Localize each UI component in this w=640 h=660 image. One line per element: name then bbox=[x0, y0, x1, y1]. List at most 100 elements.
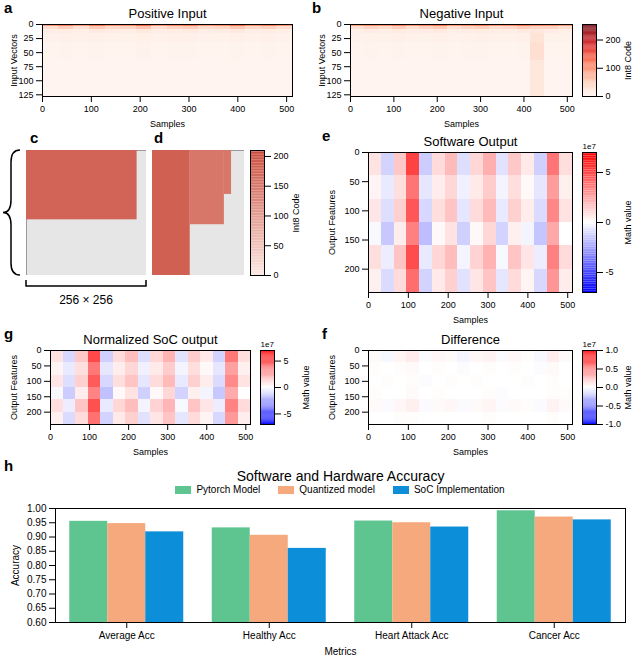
svg-text:0.75: 0.75 bbox=[27, 574, 47, 585]
svg-text:-1.0: -1.0 bbox=[606, 419, 622, 429]
svg-text:75: 75 bbox=[331, 62, 341, 72]
svg-text:50: 50 bbox=[349, 177, 359, 187]
svg-text:256 × 256: 256 × 256 bbox=[59, 293, 113, 307]
svg-text:Healthy Acc: Healthy Acc bbox=[243, 630, 296, 641]
svg-text:400: 400 bbox=[516, 104, 531, 114]
svg-text:25: 25 bbox=[23, 33, 33, 43]
svg-text:100: 100 bbox=[401, 300, 416, 310]
svg-text:1.00: 1.00 bbox=[27, 503, 47, 514]
svg-text:300: 300 bbox=[481, 300, 496, 310]
svg-text:50: 50 bbox=[331, 48, 341, 58]
svg-text:300: 300 bbox=[473, 104, 488, 114]
svg-text:0: 0 bbox=[48, 432, 53, 442]
svg-text:Math value: Math value bbox=[623, 365, 633, 409]
svg-text:Heart Attack Acc: Heart Attack Acc bbox=[375, 630, 448, 641]
svg-text:-0.5: -0.5 bbox=[606, 401, 622, 411]
svg-text:Output Features: Output Features bbox=[9, 354, 19, 420]
svg-text:150: 150 bbox=[344, 392, 359, 402]
svg-text:300: 300 bbox=[181, 104, 196, 114]
svg-text:200: 200 bbox=[441, 432, 456, 442]
svg-text:200: 200 bbox=[121, 432, 136, 442]
svg-text:0: 0 bbox=[606, 217, 611, 227]
svg-text:500: 500 bbox=[238, 432, 253, 442]
svg-text:Input Vectors: Input Vectors bbox=[317, 34, 327, 87]
svg-text:100: 100 bbox=[344, 206, 359, 216]
svg-text:400: 400 bbox=[199, 432, 214, 442]
svg-text:Samples: Samples bbox=[453, 447, 489, 457]
svg-text:0.70: 0.70 bbox=[27, 588, 47, 599]
svg-text:0.80: 0.80 bbox=[27, 560, 47, 571]
svg-text:500: 500 bbox=[279, 104, 294, 114]
svg-text:0.0: 0.0 bbox=[606, 382, 619, 392]
svg-text:200: 200 bbox=[344, 407, 359, 417]
svg-text:100: 100 bbox=[386, 104, 401, 114]
svg-text:Int8 Code: Int8 Code bbox=[623, 41, 633, 80]
svg-text:0: 0 bbox=[354, 345, 359, 355]
svg-text:0: 0 bbox=[354, 147, 359, 157]
svg-text:100: 100 bbox=[18, 76, 33, 86]
svg-text:Negative Input: Negative Input bbox=[420, 6, 504, 21]
svg-text:1.0: 1.0 bbox=[606, 345, 619, 355]
svg-text:150: 150 bbox=[274, 181, 289, 191]
svg-text:5: 5 bbox=[606, 167, 611, 177]
svg-text:0: 0 bbox=[348, 104, 353, 114]
svg-text:150: 150 bbox=[344, 235, 359, 245]
svg-text:200: 200 bbox=[26, 407, 41, 417]
svg-text:500: 500 bbox=[560, 104, 575, 114]
svg-text:125: 125 bbox=[18, 90, 33, 100]
svg-text:400: 400 bbox=[520, 432, 535, 442]
svg-text:0.95: 0.95 bbox=[27, 517, 47, 528]
svg-text:Cancer Acc: Cancer Acc bbox=[529, 630, 580, 641]
svg-text:400: 400 bbox=[230, 104, 245, 114]
svg-text:Metrics: Metrics bbox=[324, 646, 356, 657]
svg-text:Difference: Difference bbox=[441, 332, 500, 347]
svg-text:50: 50 bbox=[23, 48, 33, 58]
svg-text:0: 0 bbox=[36, 345, 41, 355]
svg-text:5: 5 bbox=[284, 356, 289, 366]
svg-text:100: 100 bbox=[82, 432, 97, 442]
svg-text:-5: -5 bbox=[606, 267, 614, 277]
svg-text:100: 100 bbox=[606, 63, 621, 73]
svg-text:200: 200 bbox=[606, 35, 621, 45]
svg-text:200: 200 bbox=[133, 104, 148, 114]
svg-text:Output Features: Output Features bbox=[327, 189, 337, 255]
svg-text:100: 100 bbox=[401, 432, 416, 442]
svg-text:Samples: Samples bbox=[133, 447, 169, 457]
svg-text:0.85: 0.85 bbox=[27, 545, 47, 556]
svg-text:200: 200 bbox=[430, 104, 445, 114]
svg-text:Input Vectors: Input Vectors bbox=[9, 34, 19, 87]
svg-text:0: 0 bbox=[40, 104, 45, 114]
svg-text:-5: -5 bbox=[284, 409, 292, 419]
svg-text:0: 0 bbox=[366, 300, 371, 310]
svg-text:Positive Input: Positive Input bbox=[128, 6, 206, 21]
svg-text:0.65: 0.65 bbox=[27, 602, 47, 613]
svg-text:50: 50 bbox=[274, 241, 284, 251]
svg-text:0: 0 bbox=[28, 19, 33, 29]
svg-text:Samples: Samples bbox=[444, 119, 480, 129]
svg-text:25: 25 bbox=[331, 33, 341, 43]
svg-text:500: 500 bbox=[560, 432, 575, 442]
svg-text:0: 0 bbox=[336, 19, 341, 29]
svg-text:Accuracy: Accuracy bbox=[10, 545, 21, 586]
svg-text:400: 400 bbox=[520, 300, 535, 310]
svg-text:50: 50 bbox=[31, 361, 41, 371]
svg-text:300: 300 bbox=[160, 432, 175, 442]
svg-text:Software and Hardware Accuracy: Software and Hardware Accuracy bbox=[237, 468, 445, 484]
svg-text:50: 50 bbox=[349, 361, 359, 371]
svg-text:100: 100 bbox=[344, 376, 359, 386]
svg-text:100: 100 bbox=[326, 76, 341, 86]
svg-text:150: 150 bbox=[26, 392, 41, 402]
svg-text:Math value: Math value bbox=[623, 200, 633, 244]
svg-text:125: 125 bbox=[326, 90, 341, 100]
svg-text:0.90: 0.90 bbox=[27, 531, 47, 542]
svg-text:0: 0 bbox=[606, 91, 611, 101]
svg-text:Samples: Samples bbox=[453, 315, 489, 325]
svg-text:1e7: 1e7 bbox=[261, 340, 275, 349]
svg-text:100: 100 bbox=[274, 211, 289, 221]
svg-text:1e7: 1e7 bbox=[583, 142, 597, 151]
svg-text:Normalized SoC output: Normalized SoC output bbox=[83, 332, 218, 347]
svg-text:0: 0 bbox=[284, 382, 289, 392]
svg-text:200: 200 bbox=[274, 151, 289, 161]
svg-text:0.5: 0.5 bbox=[606, 364, 619, 374]
svg-text:Average Acc: Average Acc bbox=[99, 630, 155, 641]
